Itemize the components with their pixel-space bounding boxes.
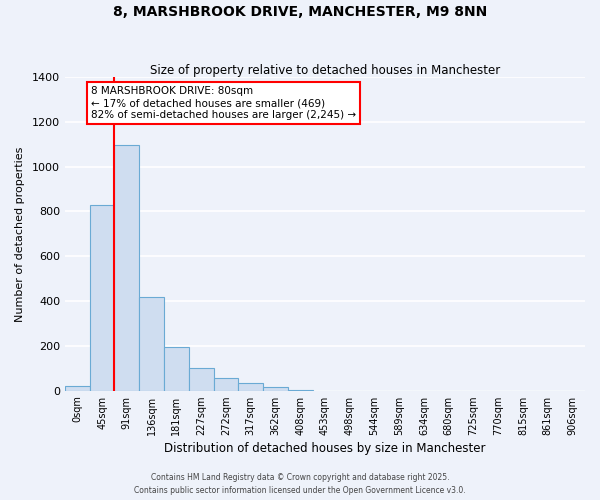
Bar xyxy=(189,368,214,390)
Y-axis label: Number of detached properties: Number of detached properties xyxy=(15,146,25,322)
Bar xyxy=(164,347,189,391)
Bar xyxy=(263,388,288,390)
Bar xyxy=(65,386,89,390)
Text: Contains HM Land Registry data © Crown copyright and database right 2025.
Contai: Contains HM Land Registry data © Crown c… xyxy=(134,474,466,495)
Bar xyxy=(115,146,139,390)
Bar xyxy=(89,204,115,390)
Text: 8, MARSHBROOK DRIVE, MANCHESTER, M9 8NN: 8, MARSHBROOK DRIVE, MANCHESTER, M9 8NN xyxy=(113,5,487,19)
Bar xyxy=(238,383,263,390)
Text: 8 MARSHBROOK DRIVE: 80sqm
← 17% of detached houses are smaller (469)
82% of semi: 8 MARSHBROOK DRIVE: 80sqm ← 17% of detac… xyxy=(91,86,356,120)
X-axis label: Distribution of detached houses by size in Manchester: Distribution of detached houses by size … xyxy=(164,442,486,455)
Bar xyxy=(139,296,164,390)
Title: Size of property relative to detached houses in Manchester: Size of property relative to detached ho… xyxy=(150,64,500,77)
Bar xyxy=(214,378,238,390)
